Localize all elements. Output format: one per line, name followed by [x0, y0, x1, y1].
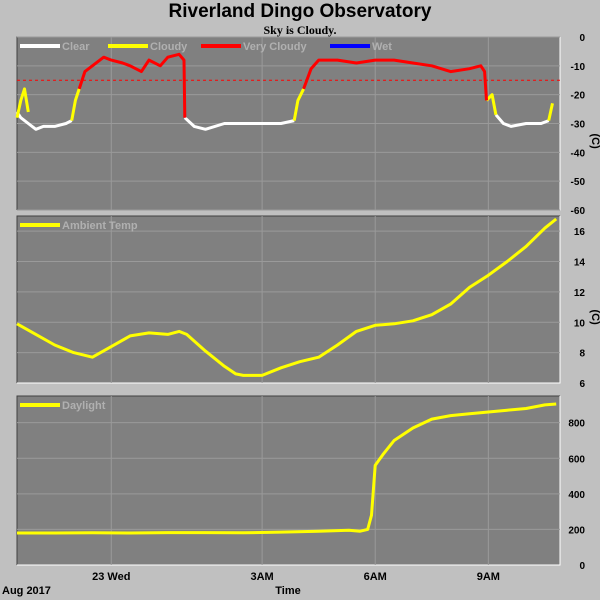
plot-border-shadow	[16, 395, 560, 565]
series-line-cloudy	[15, 87, 30, 119]
y-tick-label: 14	[574, 258, 586, 269]
y-tick-label: 0	[579, 561, 585, 572]
x-axis-title: Time	[275, 585, 300, 597]
plot-area	[17, 396, 560, 565]
series-line-very-cloudy	[302, 58, 488, 101]
series-line-ambient-temp	[16, 217, 558, 377]
chart-panel-3: 0 200 400 600 800 Daylight	[16, 395, 585, 572]
x-tick-label: 6AM	[364, 571, 387, 583]
y-tick-label: 16	[574, 227, 586, 238]
y-tick-label: 800	[568, 419, 585, 430]
y-axis-label: (C)	[589, 310, 600, 326]
series-line-very-cloudy	[77, 52, 187, 118]
series-line-clear	[15, 111, 73, 131]
y-tick-label: 12	[574, 288, 586, 299]
chart-subtitle: Sky is Cloudy.	[263, 23, 337, 37]
x-axis-date-label: Aug 2017	[2, 585, 51, 597]
y-tick-label: 200	[568, 525, 585, 536]
x-tick-label: 3AM	[250, 571, 273, 583]
legend-label: Ambient Temp	[62, 220, 138, 232]
y-tick-label: -50	[571, 177, 586, 188]
y-tick-label: -40	[571, 148, 586, 159]
plot-area	[17, 216, 560, 383]
series-line-cloudy	[70, 88, 81, 121]
y-axis-label: (C)	[589, 134, 600, 150]
legend-label: Daylight	[62, 400, 106, 412]
series-line-daylight	[17, 402, 557, 535]
legend-label: Clear	[62, 41, 90, 53]
chart-panel-2: 6 8 10 12 14 16 (C) Ambient Temp	[16, 215, 600, 390]
series-line-cloudy	[292, 88, 305, 121]
legend-label: Very Cloudy	[243, 41, 307, 53]
y-tick-label: 0	[579, 33, 585, 44]
plot-border-highlight	[17, 396, 561, 566]
plot-border-shadow	[16, 215, 560, 383]
y-tick-label: 8	[579, 349, 585, 360]
plot-border-highlight	[17, 216, 561, 384]
series-line-cloudy	[485, 93, 498, 116]
series-line-cloudy	[547, 102, 554, 121]
y-tick-label: 600	[568, 454, 585, 465]
legend-label: Wet	[372, 41, 392, 53]
y-tick-label: -30	[571, 120, 586, 131]
y-tick-label: 400	[568, 490, 585, 501]
y-tick-label: -10	[571, 62, 586, 73]
x-tick-label: 23 Wed	[92, 571, 130, 583]
series-line-clear	[494, 113, 550, 128]
y-tick-label: -60	[571, 206, 586, 217]
y-tick-label: 10	[574, 318, 586, 329]
chart-panel-1: 0 -10 -20 -30 -40 -50 -60 (C) Clear Cloudy Very Cl…	[15, 33, 600, 217]
x-tick-label: 9AM	[477, 571, 500, 583]
legend-label: Cloudy	[150, 41, 188, 53]
y-tick-label: 6	[579, 379, 585, 390]
y-tick-label: -20	[571, 91, 586, 102]
series-line-clear	[183, 116, 295, 131]
chart-title: Riverland Dingo Observatory	[168, 1, 432, 22]
